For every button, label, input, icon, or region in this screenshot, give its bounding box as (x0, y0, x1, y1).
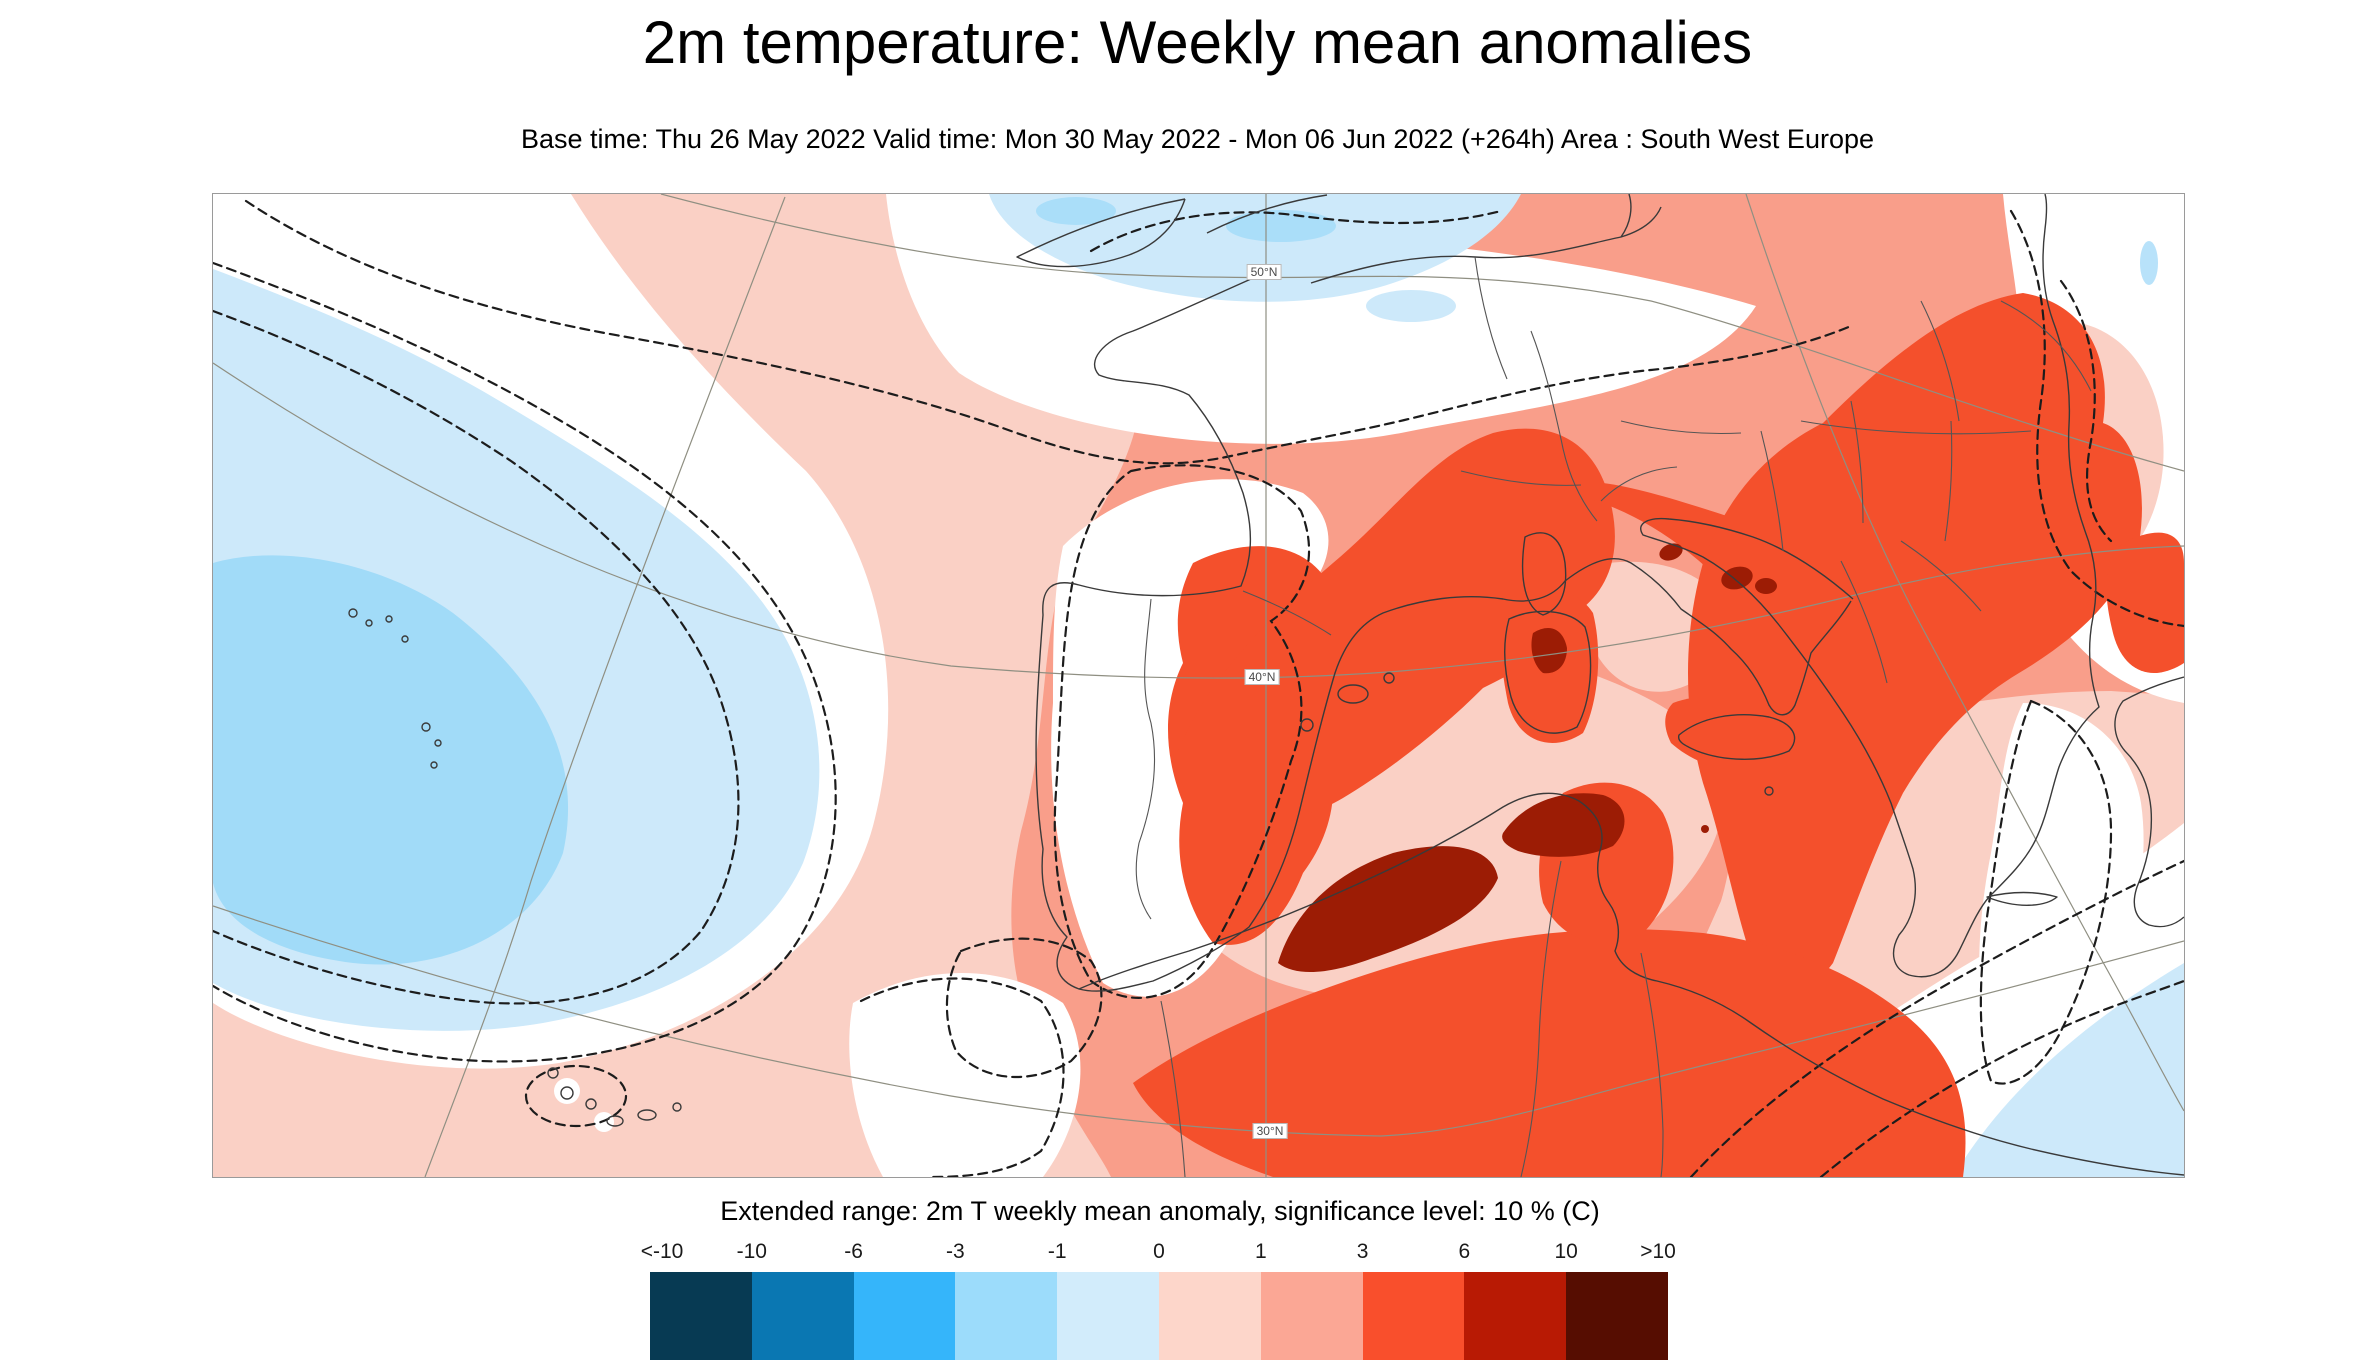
legend-color-segment (1362, 1272, 1465, 1360)
legend-tick-label: 0 (1153, 1240, 1165, 1263)
legend-tick-label: 1 (1254, 1240, 1267, 1263)
legend-color-segment (1464, 1272, 1567, 1360)
legend-color-segment (650, 1272, 753, 1360)
legend-color-segment (1159, 1272, 1262, 1360)
significance-contours (213, 199, 2184, 1177)
map-zone-dark-red (1278, 543, 1777, 973)
map-zone-medium-blue (213, 197, 2158, 965)
anomaly-map (212, 193, 2185, 1178)
legend-tick-label: -1 (1047, 1240, 1067, 1263)
legend-caption: Extended range: 2m T weekly mean anomaly… (720, 1196, 1600, 1226)
graticule-label-50n: 50°N (1246, 264, 1282, 280)
legend-color-segment (1566, 1272, 1669, 1360)
legend-tick-label: -10 (736, 1240, 767, 1263)
coastlines (348, 194, 2184, 1176)
legend-tick-label: -6 (844, 1240, 863, 1263)
legend-color-segment (751, 1272, 855, 1360)
map-subtitle: Base time: Thu 26 May 2022 Valid time: M… (520, 124, 1875, 154)
graticule-lines (213, 194, 2184, 1177)
legend-color-segment (853, 1272, 956, 1360)
graticule-label-30n: 30°N (1252, 1123, 1288, 1139)
legend-tick-label: 10 (1554, 1240, 1578, 1263)
page-title: 2m temperature: Weekly mean anomalies (642, 9, 1753, 76)
legend-tick-label: <-10 (640, 1240, 684, 1263)
graticule-label-40n: 40°N (1244, 669, 1280, 685)
legend-tick-label: 6 (1458, 1240, 1471, 1263)
legend-color-segment (1260, 1272, 1364, 1360)
country-borders (1135, 256, 2092, 1177)
legend-tick-label: >10 (1640, 1240, 1676, 1263)
legend-tick-label: -3 (946, 1240, 965, 1263)
legend-color-segment (1057, 1272, 1160, 1360)
legend-tick-label: 3 (1356, 1240, 1369, 1263)
anomaly-map-canvas (213, 194, 2184, 1177)
legend-color-segment (955, 1272, 1058, 1360)
weather-chart-page: { "title": "2m temperature: Weekly mean … (212, 9, 2185, 1360)
